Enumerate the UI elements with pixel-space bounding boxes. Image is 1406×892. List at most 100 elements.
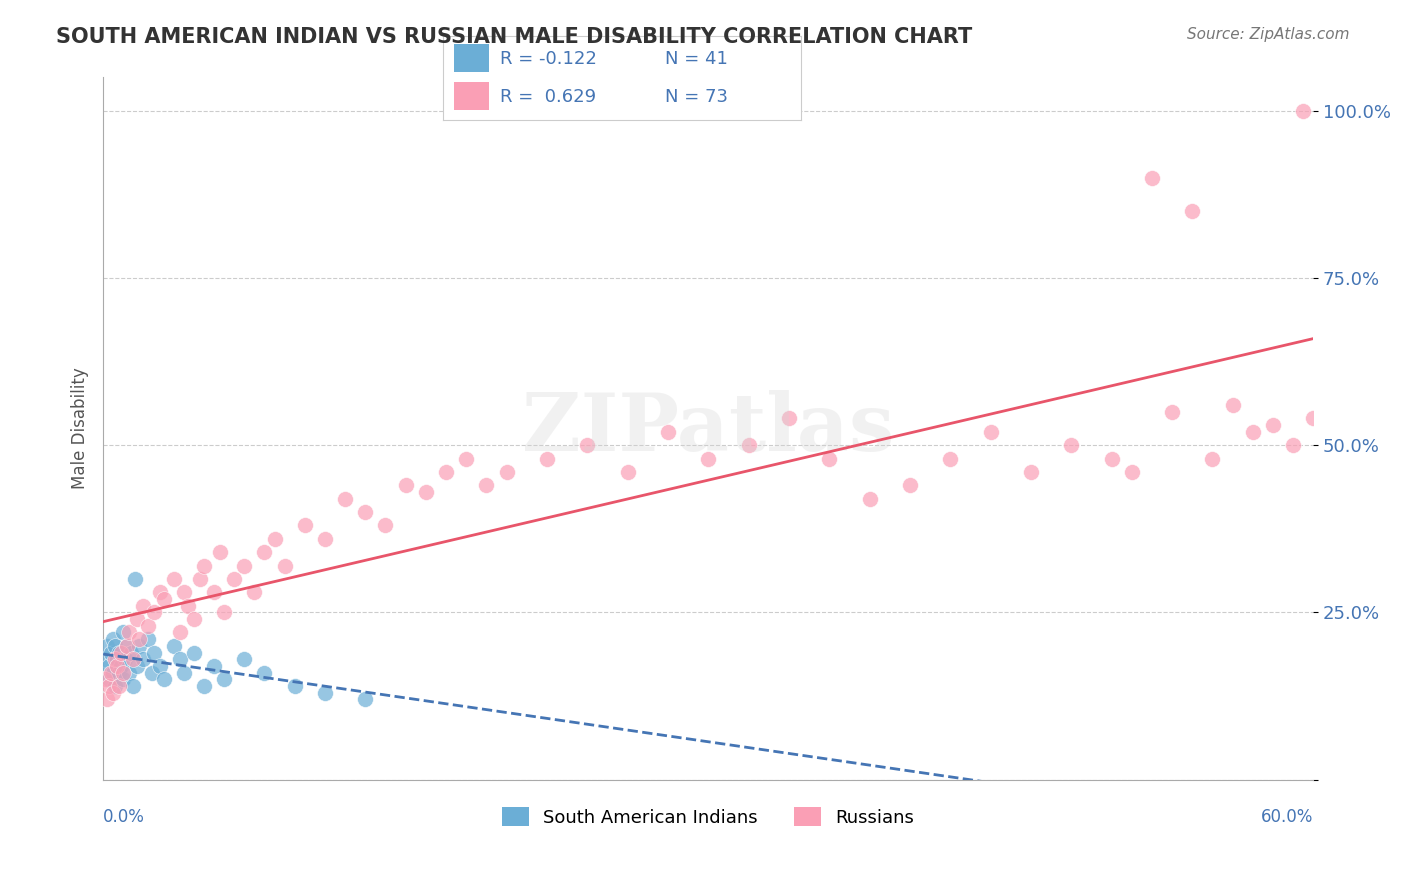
Point (173, 665, 195, 680)
Point (314, 686, 336, 700)
Text: ZIPatlas: ZIPatlas (522, 390, 894, 467)
Point (122, 679, 145, 693)
Point (657, 425, 679, 439)
Text: SOUTH AMERICAN INDIAN VS RUSSIAN MALE DISABILITY CORRELATION CHART: SOUTH AMERICAN INDIAN VS RUSSIAN MALE DI… (56, 27, 973, 46)
Point (128, 632, 150, 647)
Point (112, 665, 135, 680)
Text: Source: ZipAtlas.com: Source: ZipAtlas.com (1187, 27, 1350, 42)
Point (1201, 451, 1223, 466)
Point (100, 665, 122, 680)
Point (898, 478, 921, 492)
Point (141, 665, 163, 680)
Point (395, 478, 418, 492)
Point (209, 545, 232, 559)
Point (183, 646, 205, 660)
Point (105, 652, 128, 666)
Text: 60.0%: 60.0% (1261, 807, 1313, 826)
Point (284, 679, 307, 693)
Point (108, 646, 131, 660)
Point (314, 532, 336, 546)
Point (118, 625, 141, 640)
Point (1161, 405, 1184, 419)
Point (212, 673, 235, 687)
Point (104, 679, 127, 693)
Point (110, 646, 132, 660)
Bar (454, 82, 489, 111)
Point (152, 673, 174, 687)
Point (333, 491, 356, 506)
Point (193, 679, 215, 693)
Point (163, 639, 186, 653)
Point (169, 625, 191, 640)
Point (112, 625, 135, 640)
Point (980, 425, 1002, 439)
Point (136, 632, 159, 647)
Point (697, 451, 720, 466)
Y-axis label: Male Disability: Male Disability (72, 368, 89, 490)
Point (1140, 170, 1163, 185)
Point (202, 659, 225, 673)
Point (1241, 425, 1264, 439)
Point (273, 558, 295, 573)
Point (1222, 398, 1244, 412)
Point (103, 632, 125, 647)
Point (1282, 438, 1305, 452)
Point (576, 438, 599, 452)
Text: R =  0.629: R = 0.629 (501, 87, 596, 105)
Point (163, 572, 186, 586)
Point (858, 491, 880, 506)
Point (103, 686, 125, 700)
Point (188, 572, 211, 586)
Point (1060, 438, 1083, 452)
Point (202, 585, 225, 599)
Point (118, 665, 141, 680)
Point (778, 411, 800, 425)
Point (105, 659, 128, 673)
Point (1019, 465, 1042, 479)
Point (149, 585, 172, 599)
Point (737, 438, 759, 452)
Point (233, 558, 256, 573)
Point (108, 679, 131, 693)
Point (112, 673, 135, 687)
Point (818, 451, 841, 466)
Point (152, 592, 174, 607)
Point (149, 659, 172, 673)
Point (104, 639, 127, 653)
Point (224, 572, 246, 586)
Point (98, 679, 121, 693)
Point (253, 665, 276, 680)
Text: N = 41: N = 41 (665, 50, 728, 68)
Point (136, 619, 159, 633)
Point (104, 652, 127, 666)
Point (1101, 451, 1123, 466)
Point (120, 646, 142, 660)
Point (132, 599, 155, 613)
Text: 0.0%: 0.0% (103, 807, 145, 826)
Point (127, 659, 149, 673)
Point (183, 612, 205, 626)
Point (142, 606, 165, 620)
Point (124, 572, 146, 586)
Point (536, 451, 558, 466)
Point (1121, 465, 1143, 479)
Point (127, 612, 149, 626)
Point (142, 646, 165, 660)
Point (117, 639, 139, 653)
Point (110, 659, 132, 673)
Point (122, 652, 145, 666)
Text: N = 73: N = 73 (665, 87, 728, 105)
Point (96, 639, 118, 653)
Point (475, 478, 498, 492)
Point (294, 518, 316, 533)
Point (243, 585, 266, 599)
Point (374, 518, 396, 533)
Bar (454, 44, 489, 72)
Point (94, 673, 117, 687)
Point (354, 505, 377, 519)
Point (434, 465, 457, 479)
Text: R = -0.122: R = -0.122 (501, 50, 598, 68)
Point (212, 606, 235, 620)
Point (177, 599, 200, 613)
Point (94, 652, 117, 666)
